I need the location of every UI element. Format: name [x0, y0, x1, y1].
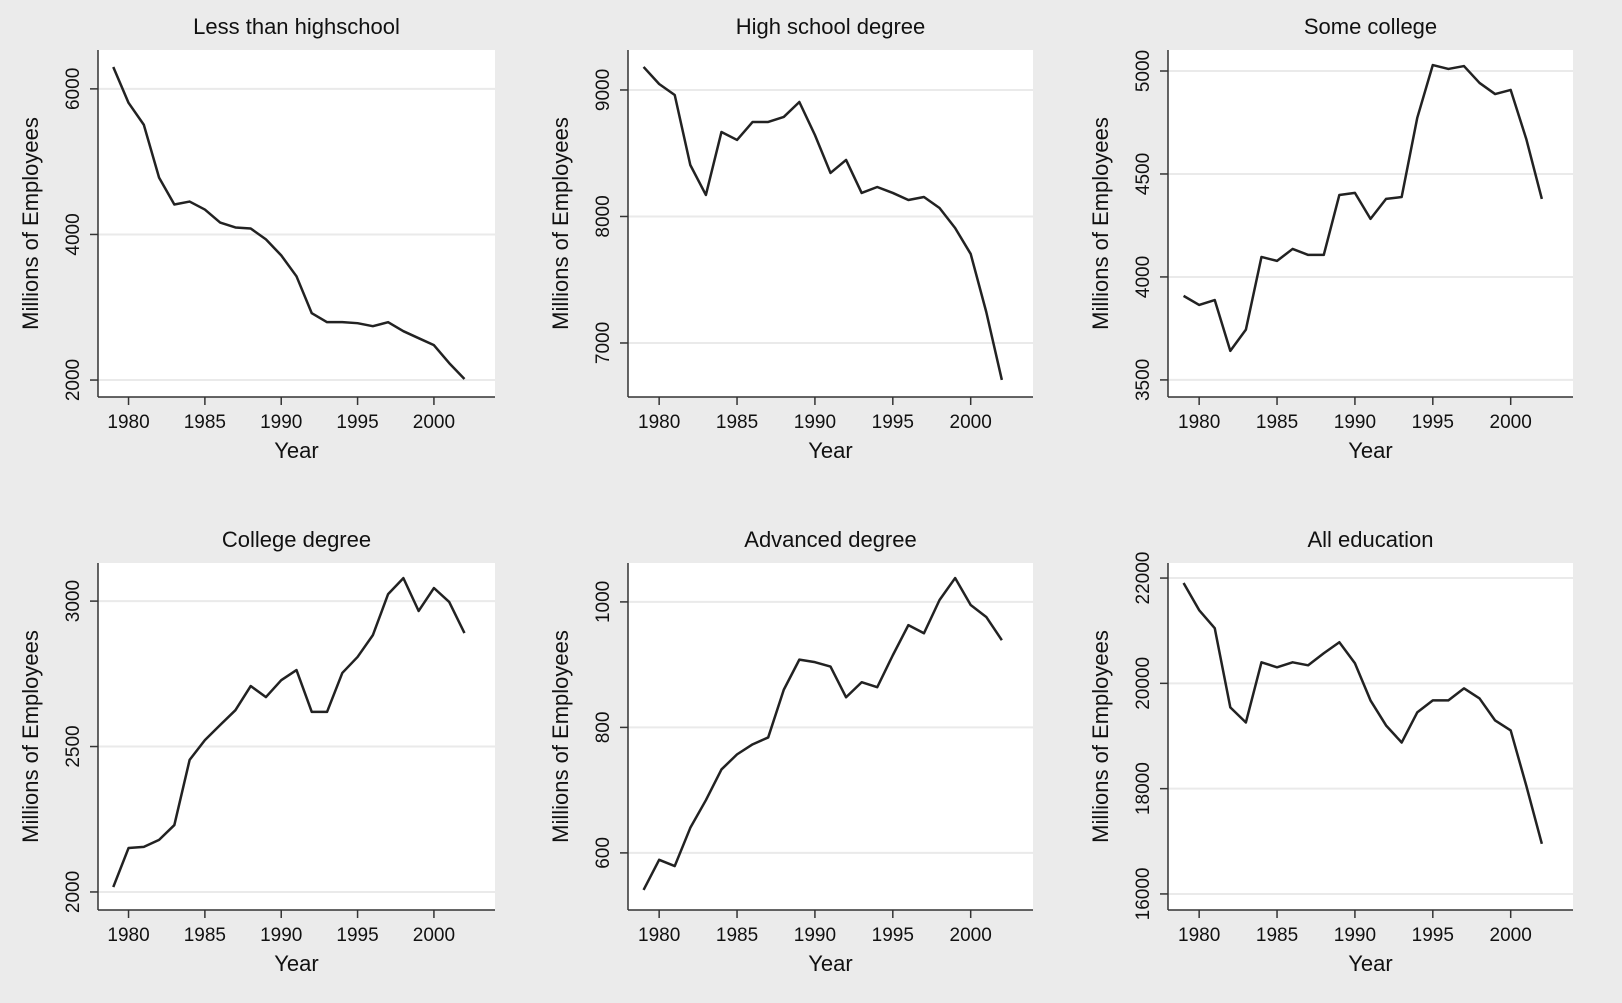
x-tick-label: 1990: [1334, 925, 1376, 946]
panel: Advanced degree 600 800 1000 1980 1985 1990 199…: [548, 527, 1033, 976]
x-tick-label: 1980: [107, 925, 149, 946]
x-tick-label: 1990: [260, 412, 302, 433]
x-tick-label: 1980: [638, 412, 680, 433]
x-axis-label: Year: [808, 438, 852, 463]
y-axis-label: Millions of Employees: [548, 117, 573, 330]
x-tick-label: 1980: [107, 412, 149, 433]
plot-area: [628, 563, 1033, 910]
panel-title: College degree: [222, 527, 371, 552]
y-tick-label: 6000: [63, 68, 84, 110]
y-axis-label: Millions of Employees: [1088, 630, 1113, 843]
panel: Some college 3500 4000 4500 5000 1980 1985 1990…: [1088, 14, 1573, 463]
x-tick-label: 2000: [413, 412, 455, 433]
y-tick-label: 3500: [1133, 359, 1154, 401]
plot-area: [1168, 50, 1573, 397]
x-tick-label: 1995: [872, 925, 914, 946]
plot-area: [98, 563, 495, 910]
data-line: [1182, 582, 1544, 845]
panel: Less than highschool 2000 4000 6000 1980 1985…: [18, 14, 495, 463]
x-tick-label: 2000: [950, 412, 992, 433]
data-line: [642, 66, 1004, 381]
y-tick-label: 5000: [1133, 50, 1154, 92]
x-tick-label: 1985: [1256, 925, 1298, 946]
x-tick-label: 1980: [1178, 925, 1220, 946]
x-axis-label: Year: [1348, 951, 1392, 976]
x-tick-label: 1995: [336, 925, 378, 946]
y-tick-label: 2000: [63, 359, 84, 401]
x-tick-label: 1985: [716, 412, 758, 433]
x-tick-label: 1990: [794, 925, 836, 946]
x-tick-label: 2000: [950, 925, 992, 946]
x-axis-label: Year: [274, 951, 318, 976]
y-tick-label: 2500: [63, 725, 84, 767]
y-axis-label: Millions of Employees: [1088, 117, 1113, 330]
x-tick-label: 1995: [336, 412, 378, 433]
data-line: [642, 576, 1003, 891]
x-axis-label: Year: [1348, 438, 1392, 463]
panel-title: Some college: [1304, 14, 1437, 39]
y-tick-label: 3000: [63, 580, 84, 622]
y-axis-label: Millions of Employees: [18, 117, 43, 330]
data-line: [1182, 63, 1544, 353]
x-tick-label: 1985: [716, 925, 758, 946]
y-tick-label: 16000: [1133, 868, 1154, 921]
x-tick-label: 2000: [1490, 412, 1532, 433]
x-axis-label: Year: [808, 951, 852, 976]
y-tick-label: 20000: [1133, 657, 1154, 710]
x-tick-label: 1985: [184, 925, 226, 946]
plot-area: [1168, 563, 1573, 910]
plot-area: [628, 50, 1033, 397]
panel-title: Advanced degree: [744, 527, 916, 552]
y-tick-label: 1000: [593, 581, 614, 623]
data-line: [112, 66, 466, 380]
panel: All education 16000 18000 20000 22000 1980 198…: [1088, 527, 1573, 976]
y-axis-label: Millions of Employees: [18, 630, 43, 843]
y-tick-label: 4000: [1133, 256, 1154, 298]
y-tick-label: 18000: [1133, 762, 1154, 815]
x-tick-label: 1985: [1256, 412, 1298, 433]
panel-title: All education: [1308, 527, 1434, 552]
x-tick-label: 1980: [1178, 412, 1220, 433]
x-tick-label: 1995: [1412, 412, 1454, 433]
panel: College degree 2000 2500 3000 1980 1985 1990 19…: [18, 527, 495, 976]
y-tick-label: 7000: [593, 322, 614, 364]
y-tick-label: 600: [593, 837, 614, 869]
x-tick-label: 1990: [260, 925, 302, 946]
y-tick-label: 800: [593, 712, 614, 744]
y-tick-label: 8000: [593, 195, 614, 237]
data-line: [112, 576, 466, 888]
x-tick-label: 1990: [1334, 412, 1376, 433]
panel-title: High school degree: [736, 14, 926, 39]
plot-area: [98, 50, 495, 397]
panel: High school degree 7000 8000 9000 1980 1985 19…: [548, 14, 1033, 463]
y-tick-label: 4500: [1133, 153, 1154, 195]
x-tick-label: 1995: [1412, 925, 1454, 946]
x-axis-label: Year: [274, 438, 318, 463]
x-tick-label: 1985: [184, 412, 226, 433]
y-tick-label: 9000: [593, 69, 614, 111]
x-tick-label: 1995: [872, 412, 914, 433]
x-tick-label: 2000: [1490, 925, 1532, 946]
y-tick-label: 22000: [1133, 552, 1154, 605]
x-tick-label: 2000: [413, 925, 455, 946]
x-tick-label: 1980: [638, 925, 680, 946]
x-tick-label: 1990: [794, 412, 836, 433]
y-tick-label: 2000: [63, 871, 84, 913]
y-tick-label: 4000: [63, 213, 84, 255]
y-axis-label: Millions of Employees: [548, 630, 573, 843]
panel-title: Less than highschool: [193, 14, 400, 39]
